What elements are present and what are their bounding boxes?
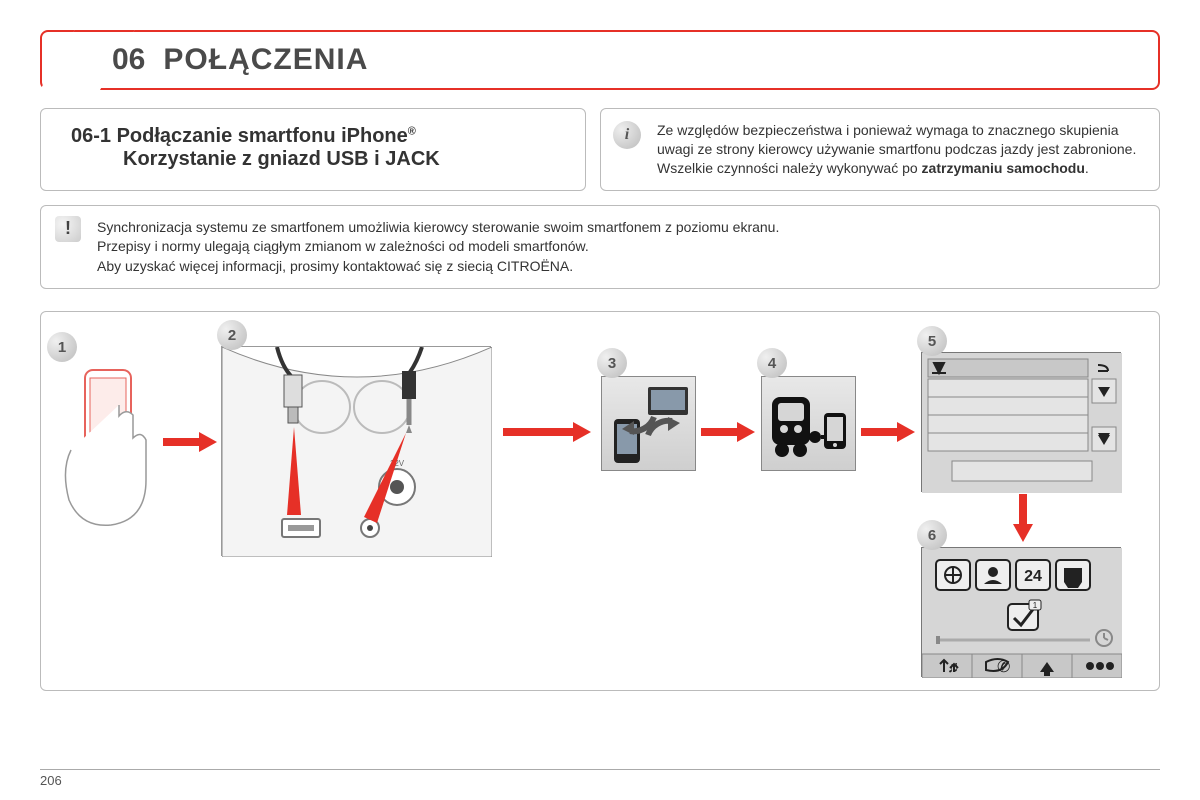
chapter-title: POŁĄCZENIA [163,43,368,77]
step-badge-1: 1 [47,332,77,362]
info-text-2-bold: zatrzymaniu samochodu [922,160,1085,176]
step2-console-illustration: 12V [221,346,491,556]
exclamation-icon: ! [55,216,81,242]
step6-screen-illustration: 24 1 ♫ [921,547,1121,677]
section-title-line1: 06-1 Podłączanie smartfonu iPhone® [71,125,555,148]
info-text-2-prefix: Wszelkie czynności należy wykonywać po [657,160,922,176]
svg-text:✆: ✆ [997,659,1010,676]
info-text-1: Ze względów bezpieczeństwa i ponieważ wy… [657,121,1141,159]
section-title-line2: Korzystanie z gniazd USB i JACK [71,148,555,171]
warning-line2: Przepisy i normy ulegają ciągłym zmianom… [97,237,1141,257]
warning-line3: Aby uzyskać więcej informacji, prosimy k… [97,257,1141,277]
section-line1-text: Podłączanie smartfonu iPhone [117,125,408,147]
info-text-2: Wszelkie czynności należy wykonywać po z… [657,159,1141,178]
chapter-number: 06 [112,43,145,77]
chapter-header: 06 POŁĄCZENIA [40,30,1160,90]
info-text-2-suffix: . [1085,160,1089,176]
step-badge-6: 6 [917,520,947,550]
section-number: 06-1 [71,125,111,147]
step3-sync-illustration [601,376,696,471]
warning-line1: Synchronizacja systemu ze smartfonem umo… [97,218,1141,238]
svg-text:1: 1 [1033,601,1038,610]
steps-diagram: 1 2 3 4 5 6 [40,311,1160,691]
warning-note: ! Synchronizacja systemu ze smartfonem u… [40,205,1160,290]
arrow-5-to-6 [1011,494,1035,549]
step5-screen-illustration [921,352,1121,492]
trademark-symbol: ® [408,125,416,137]
footer-rule [40,769,1160,770]
svg-text:♫: ♫ [947,659,959,676]
step4-link-illustration [761,376,856,471]
info-note: i Ze względów bezpieczeństwa i ponieważ … [600,108,1160,191]
info-icon: i [613,121,641,149]
step-badge-3: 3 [597,348,627,378]
step1-hand-phone-illustration [51,360,161,530]
step-badge-4: 4 [757,348,787,378]
svg-text:24: 24 [1024,568,1042,585]
page-number: 206 [40,773,62,788]
section-title-box: 06-1 Podłączanie smartfonu iPhone® Korzy… [40,108,586,191]
